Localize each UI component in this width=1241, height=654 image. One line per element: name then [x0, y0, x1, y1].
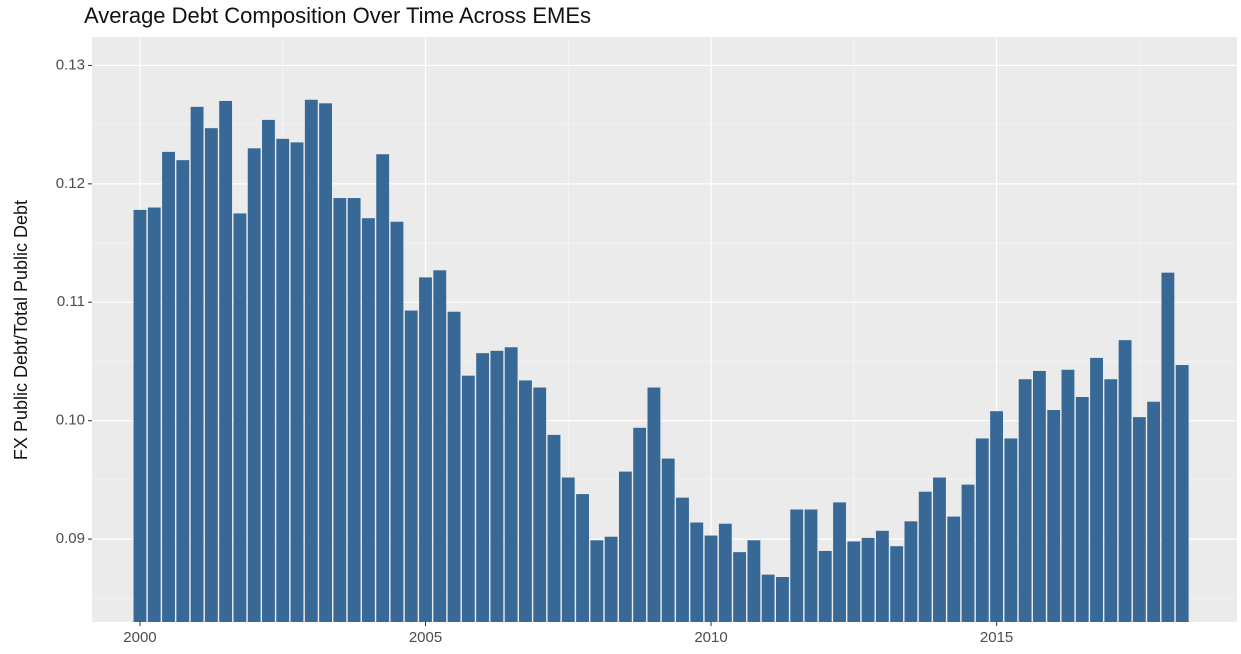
bar [947, 516, 961, 622]
y-tick-label: 0.10 [56, 412, 85, 429]
bar [747, 540, 761, 622]
bar [618, 471, 632, 622]
bar [519, 380, 532, 622]
bar [604, 536, 618, 622]
bar [904, 521, 918, 622]
bar [1047, 410, 1061, 622]
bar [1104, 379, 1118, 622]
bar [1018, 379, 1032, 622]
bar [975, 438, 989, 622]
bar [276, 138, 290, 622]
bar [262, 119, 275, 622]
bar [1161, 272, 1175, 622]
bar [1147, 401, 1161, 622]
bar [490, 350, 504, 622]
bar [390, 221, 404, 622]
y-tick-label: 0.12 [56, 175, 85, 192]
bar [190, 106, 204, 623]
y-tick-label: 0.11 [57, 293, 85, 310]
x-tick-label: 2005 [409, 629, 442, 646]
bar [233, 213, 247, 622]
x-tick-label: 2010 [694, 629, 727, 646]
bar [918, 491, 932, 622]
bar [661, 458, 675, 622]
bar [676, 497, 689, 622]
bar [319, 103, 332, 622]
bar [404, 310, 418, 622]
bar [476, 353, 490, 622]
bar [333, 198, 347, 623]
bar [1090, 357, 1103, 622]
bar [733, 552, 747, 622]
bar [990, 411, 1004, 622]
bar [376, 154, 390, 622]
bar [504, 347, 518, 622]
bar [162, 151, 175, 623]
bar [447, 311, 461, 622]
bar [1132, 417, 1146, 622]
y-tick-label: 0.09 [56, 530, 85, 547]
bar [633, 427, 647, 622]
bar [590, 540, 604, 622]
bar [361, 218, 375, 622]
bar [1004, 438, 1018, 622]
bar [1118, 340, 1132, 622]
bar [1032, 370, 1046, 622]
bar [761, 574, 775, 622]
bar [875, 530, 889, 622]
bar [290, 142, 304, 623]
bar [890, 546, 904, 622]
bar [861, 537, 875, 622]
bar [547, 434, 561, 622]
bar [304, 99, 318, 622]
bar [561, 477, 575, 622]
bar [847, 541, 861, 622]
bar [433, 270, 447, 622]
bar [833, 502, 846, 622]
bar [219, 100, 233, 622]
bar [533, 387, 547, 622]
bar [247, 148, 261, 622]
bar [133, 209, 147, 623]
bar [790, 509, 804, 622]
bar [204, 128, 218, 622]
bar [804, 509, 818, 622]
bar [961, 484, 975, 622]
bar [1075, 397, 1089, 622]
y-tick-label: 0.13 [56, 56, 85, 73]
bar [347, 198, 361, 623]
x-tick-label: 2000 [123, 629, 156, 646]
bar [419, 277, 432, 622]
chart-title: Average Debt Composition Over Time Acros… [84, 3, 591, 28]
bar [461, 375, 475, 622]
bar [147, 207, 161, 623]
x-tick-label: 2015 [980, 629, 1013, 646]
bar [718, 523, 732, 622]
bar [647, 387, 661, 622]
bar [1175, 365, 1189, 622]
bar [1061, 369, 1075, 622]
bar [818, 550, 832, 622]
bar [776, 577, 789, 622]
y-axis-label: FX Public Debt/Total Public Debt [11, 200, 31, 460]
bar [576, 494, 589, 622]
bar [704, 535, 718, 622]
bar [933, 477, 946, 622]
bar [690, 522, 704, 622]
bar [176, 160, 190, 622]
